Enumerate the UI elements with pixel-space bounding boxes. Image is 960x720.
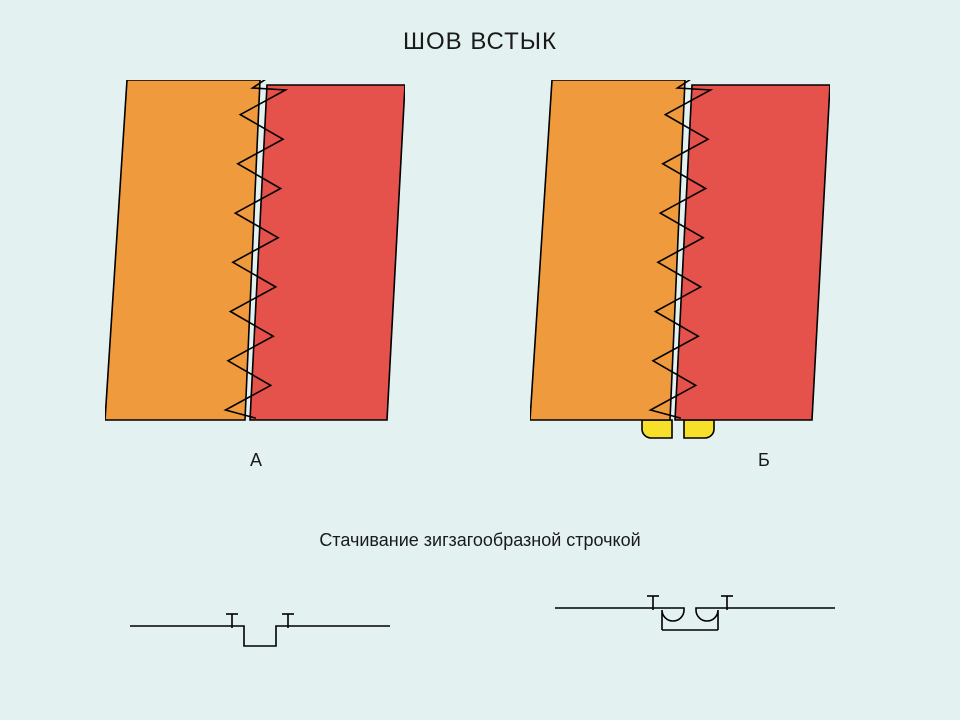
diagram-b	[530, 80, 830, 450]
right-fabric-panel	[250, 85, 405, 420]
right-fabric-panel	[675, 85, 830, 420]
page-title: ШОВ ВСТЫК	[0, 28, 960, 56]
cross-section-line	[130, 626, 390, 646]
schematic-b	[555, 582, 835, 652]
subtitle: Стачивание зигзагообразной строчкой	[0, 530, 960, 551]
left-fabric-panel	[530, 80, 685, 420]
label-b: Б	[758, 450, 770, 471]
diagram-a	[105, 80, 405, 450]
cross-section-left-curl	[555, 608, 684, 630]
label-a: А	[250, 450, 262, 471]
cross-section-right-curl	[696, 608, 835, 630]
page-root: ШОВ ВСТЫК А Б Стачивание зигзагообразной…	[0, 0, 960, 720]
schematic-a	[130, 600, 390, 660]
left-fabric-panel	[105, 80, 260, 420]
